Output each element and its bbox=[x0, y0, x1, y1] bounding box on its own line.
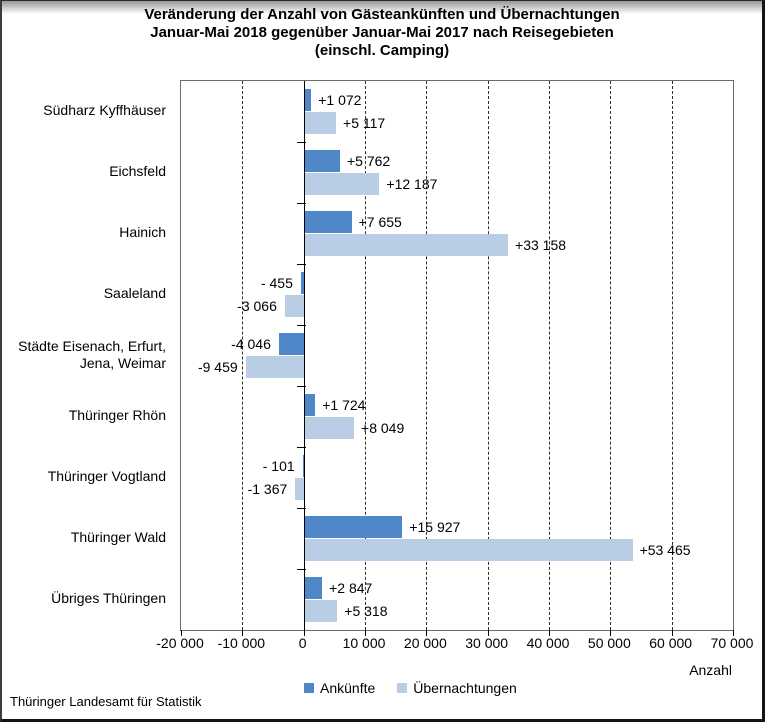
bar-ankuenfte bbox=[304, 516, 403, 538]
value-label: +15 927 bbox=[409, 519, 461, 535]
category-axis-tick bbox=[296, 142, 306, 143]
gridline bbox=[610, 81, 612, 630]
gridline bbox=[487, 81, 489, 630]
bar-uebernachtungen bbox=[304, 539, 633, 561]
bar-uebernachtungen bbox=[304, 173, 380, 195]
bar-uebernachtungen bbox=[304, 600, 338, 622]
x-tick-label: 70 000 bbox=[710, 635, 754, 651]
chart-title-line2: Januar-Mai 2018 gegenüber Januar-Mai 201… bbox=[150, 24, 614, 41]
bar-ankuenfte bbox=[304, 150, 340, 172]
bar-uebernachtungen bbox=[304, 234, 509, 256]
legend-item-uebernachtungen: Übernachtungen bbox=[397, 680, 517, 696]
legend-swatch-icon bbox=[397, 683, 408, 693]
plot-area: +1 072 +5 762 +7 655 - 455 -4 046 +1 724 - 101… bbox=[180, 80, 734, 636]
x-axis-tick bbox=[303, 630, 305, 636]
value-label: +5 762 bbox=[347, 153, 391, 169]
category-label: Saaleland bbox=[103, 285, 166, 301]
value-label: +8 049 bbox=[361, 420, 405, 436]
category-axis-tick bbox=[296, 569, 306, 570]
x-tick-label: -10 000 bbox=[217, 635, 266, 651]
category-label: Südharz Kyffhäuser bbox=[43, 102, 166, 118]
value-label: +33 158 bbox=[515, 237, 567, 253]
x-axis-tick bbox=[181, 630, 182, 636]
category-label: Thüringer Wald bbox=[70, 529, 166, 545]
category-axis-tick bbox=[296, 203, 306, 204]
category-label: Thüringer Vogtland bbox=[47, 468, 166, 484]
value-label: +1 072 bbox=[318, 92, 362, 108]
bar-ankuenfte bbox=[302, 455, 304, 477]
bar-ankuenfte bbox=[304, 394, 316, 416]
value-label: - 101 bbox=[262, 458, 295, 474]
chart-title-line3: (einschl. Camping) bbox=[314, 42, 450, 59]
value-label: -9 459 bbox=[197, 359, 238, 375]
x-tick-label: 50 000 bbox=[587, 635, 631, 651]
x-axis-tick bbox=[671, 630, 673, 636]
category-axis-tick bbox=[296, 508, 306, 509]
category-label: Städte Eisenach, Erfurt, Jena, Weimar bbox=[18, 337, 166, 371]
value-label: +12 187 bbox=[386, 176, 438, 192]
bar-uebernachtungen bbox=[304, 417, 355, 439]
gridline bbox=[242, 81, 244, 630]
chart-title: Veränderung der Anzahl von Gästeankünfte… bbox=[2, 6, 762, 60]
x-tick-label: 10 000 bbox=[342, 635, 386, 651]
x-axis-tick bbox=[487, 630, 489, 636]
category-axis-tick bbox=[296, 264, 306, 265]
gridline bbox=[549, 81, 550, 630]
category-axis-labels: Südharz Kyffhäuser Eichsfeld Hainich Saalel… bbox=[2, 80, 180, 629]
legend-label: Ankünfte bbox=[320, 680, 376, 696]
legend-label: Übernachtungen bbox=[413, 680, 517, 696]
x-axis-tick bbox=[733, 630, 734, 636]
value-label: - 455 bbox=[260, 275, 293, 291]
x-tick-label: 60 000 bbox=[649, 635, 693, 651]
bar-uebernachtungen bbox=[304, 112, 337, 134]
bar-ankuenfte bbox=[304, 577, 323, 599]
x-tick-label: 0 bbox=[298, 635, 307, 651]
source-attribution: Thüringer Landesamt für Statistik bbox=[10, 694, 202, 709]
x-axis-tick-labels: -20 000 -10 000 0 10 000 20 000 30 000 40 000 5… bbox=[156, 635, 753, 653]
legend-swatch-icon bbox=[304, 683, 314, 693]
x-axis-tick bbox=[610, 630, 612, 636]
chart-title-line1: Veränderung der Anzahl von Gästeankünfte… bbox=[144, 6, 620, 23]
category-label: Thüringer Rhön bbox=[68, 407, 166, 423]
legend-item-ankuenfte: Ankünfte bbox=[304, 680, 375, 696]
x-axis-tick bbox=[365, 630, 366, 636]
x-tick-label: 20 000 bbox=[403, 635, 447, 651]
gridline bbox=[365, 81, 366, 630]
bar-ankuenfte bbox=[304, 89, 312, 111]
gridline bbox=[426, 81, 428, 630]
category-axis-tick bbox=[296, 386, 306, 387]
category-axis-tick bbox=[296, 325, 306, 326]
x-tick-label: 40 000 bbox=[526, 635, 570, 651]
value-label: +5 117 bbox=[343, 115, 386, 131]
value-label: -3 066 bbox=[237, 298, 277, 314]
bar-uebernachtungen bbox=[245, 356, 304, 378]
category-label: Übriges Thüringen bbox=[51, 590, 166, 606]
x-axis-title: Anzahl bbox=[689, 662, 732, 678]
x-tick-label: -20 000 bbox=[156, 635, 204, 651]
x-axis-tick bbox=[242, 630, 244, 636]
bar-ankuenfte bbox=[300, 272, 304, 294]
bar-ankuenfte bbox=[278, 333, 304, 355]
x-axis-tick bbox=[549, 630, 550, 636]
value-label: +5 318 bbox=[344, 603, 388, 619]
legend: Ankünfte Übernachtungen bbox=[304, 680, 517, 696]
value-label: +53 465 bbox=[639, 542, 691, 558]
value-label: +1 724 bbox=[322, 397, 366, 413]
category-label: Eichsfeld bbox=[109, 163, 166, 179]
bar-uebernachtungen bbox=[284, 295, 304, 317]
gridline bbox=[671, 81, 673, 630]
value-label: +2 847 bbox=[329, 580, 373, 596]
category-axis-tick bbox=[296, 447, 306, 448]
x-tick-label: 30 000 bbox=[465, 635, 509, 651]
value-label: +7 655 bbox=[358, 214, 402, 230]
value-label: -4 046 bbox=[231, 336, 271, 352]
x-axis-tick bbox=[426, 630, 428, 636]
value-label: -1 367 bbox=[247, 481, 288, 497]
bar-ankuenfte bbox=[304, 211, 352, 233]
category-label: Hainich bbox=[119, 224, 166, 240]
bar-uebernachtungen bbox=[295, 478, 304, 500]
zero-axis-line bbox=[303, 81, 305, 630]
